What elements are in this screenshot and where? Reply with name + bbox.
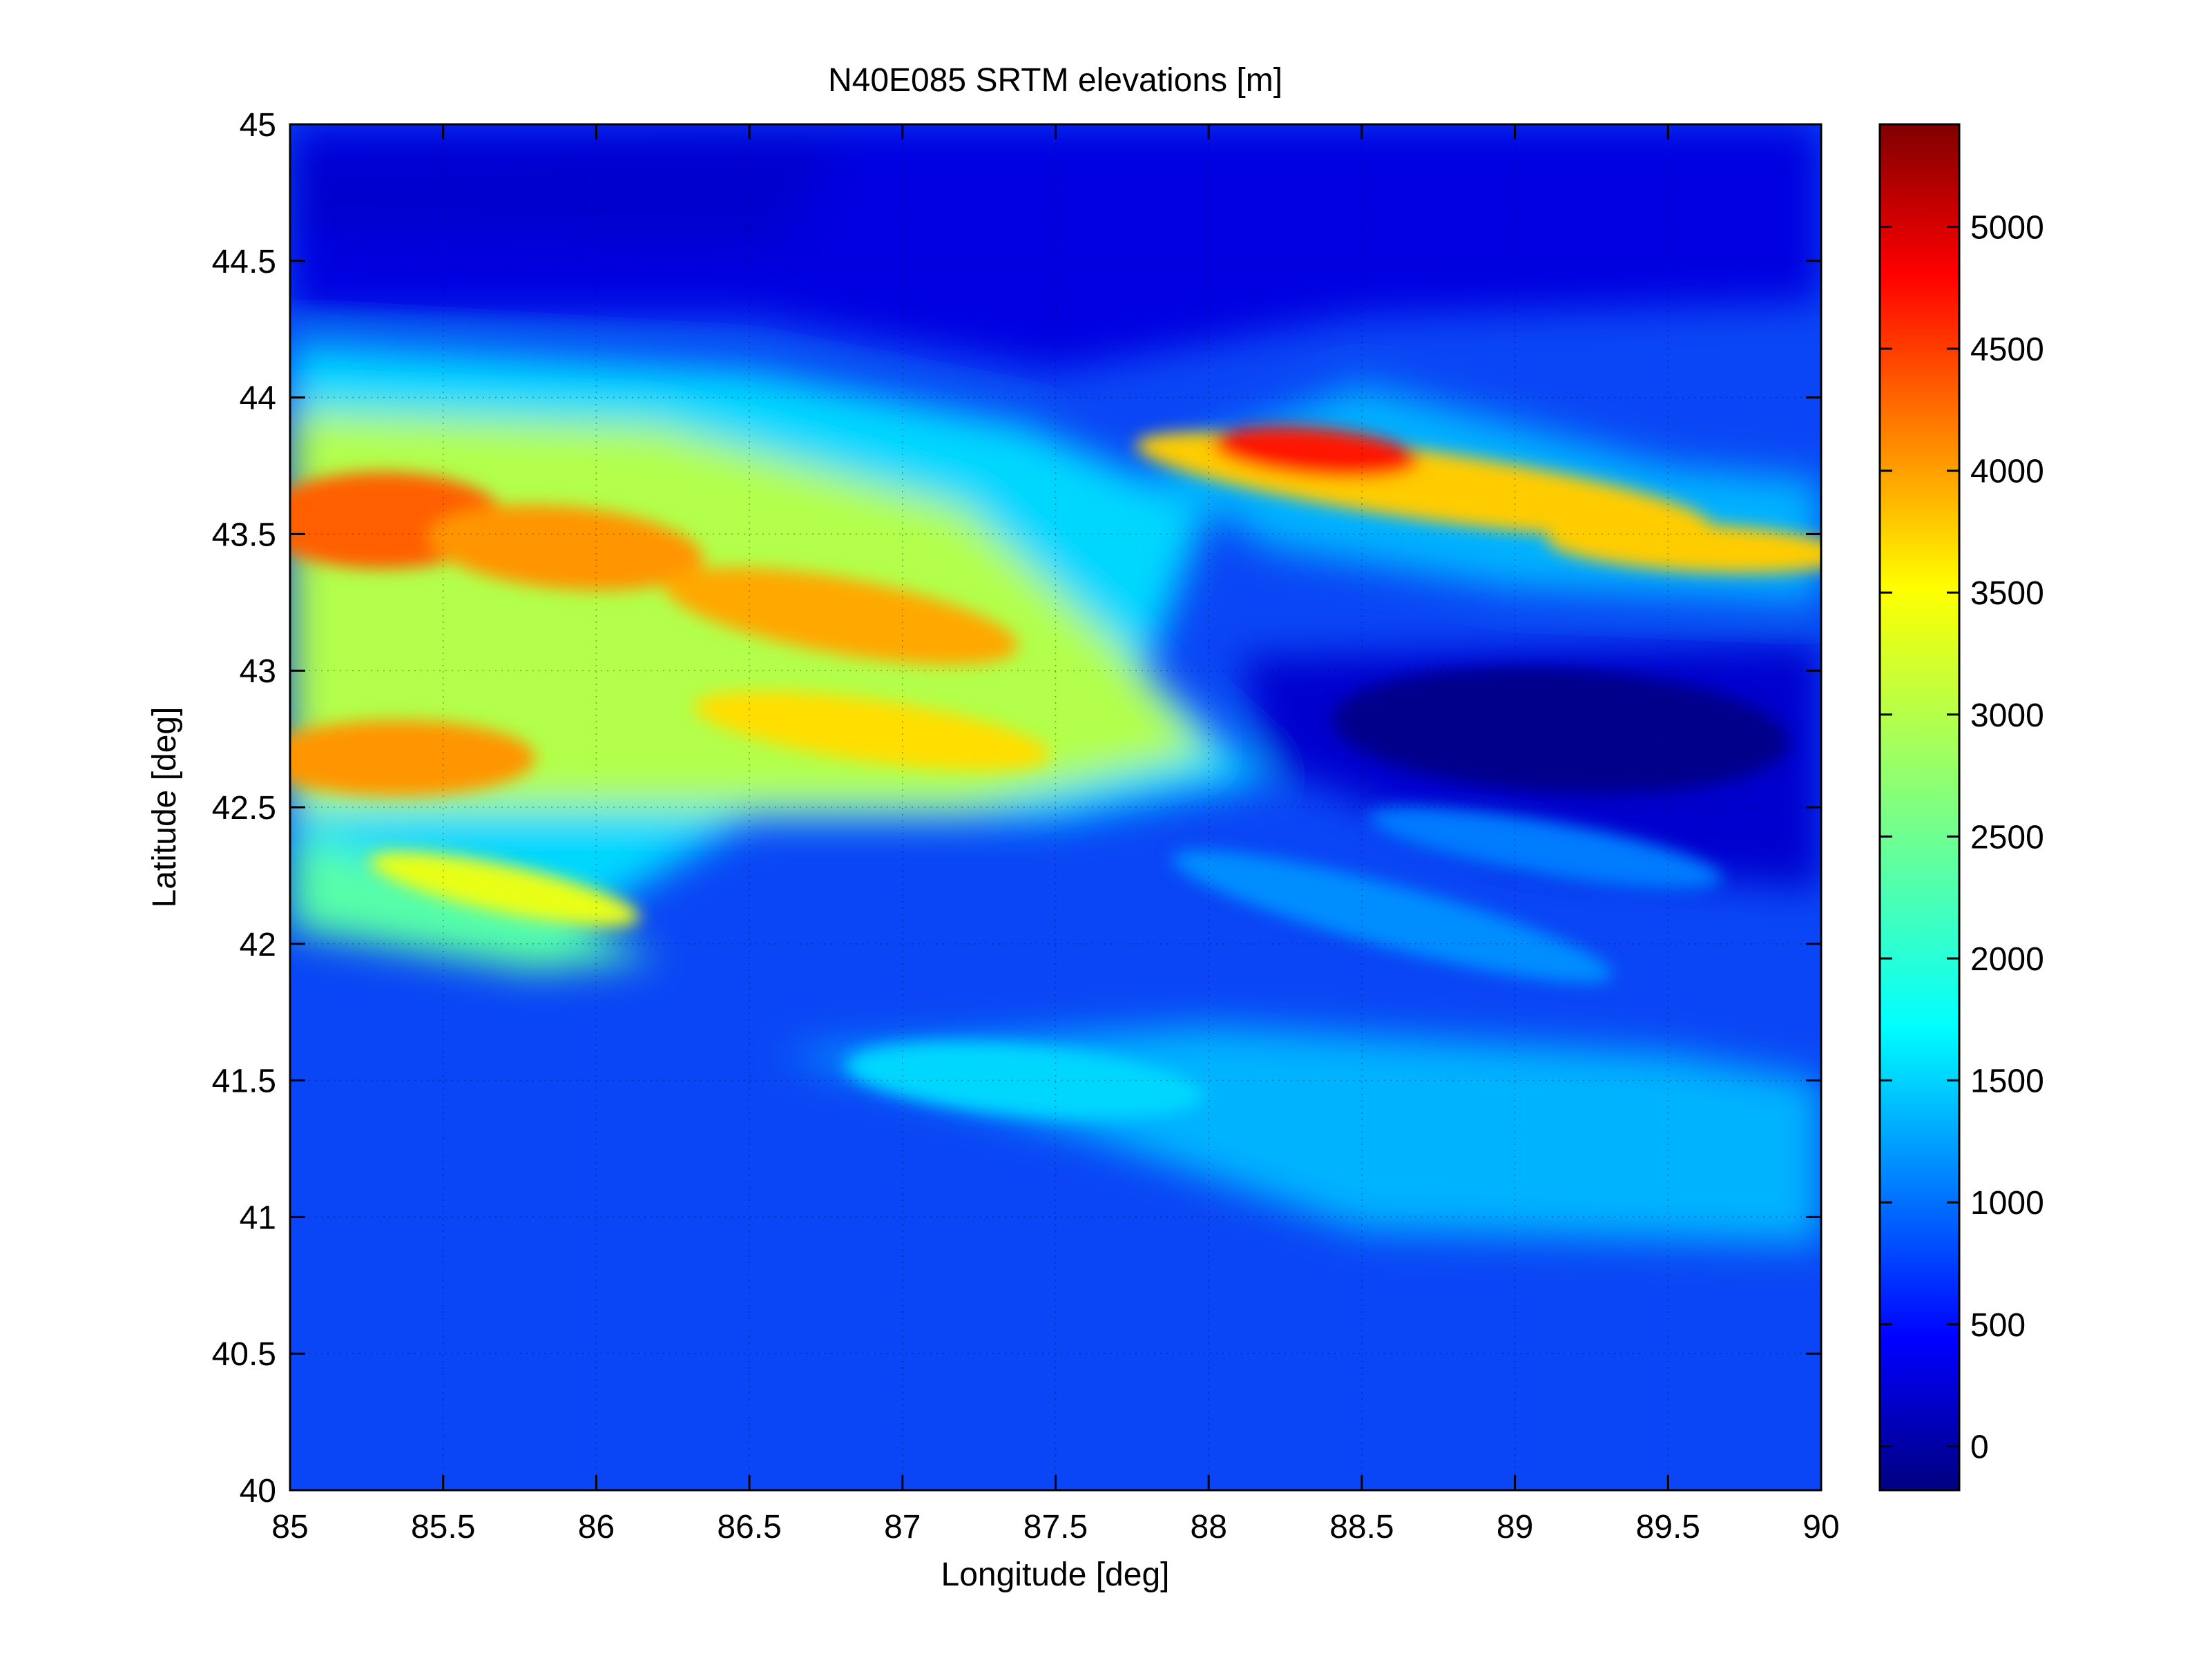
colorbar-tick-label: 1500: [1970, 1063, 2044, 1100]
y-tick-label: 40: [240, 1473, 276, 1510]
colorbar-tick-label: 500: [1970, 1307, 2026, 1344]
x-tick-label: 90: [1802, 1509, 1839, 1545]
y-tick-label: 40.5: [212, 1336, 276, 1373]
colorbar-tick-label: 5000: [1970, 209, 2044, 246]
x-axis-ticks: 85 85.5 86 86.5 87 87.5 88 88.5 89 89.5 90: [271, 124, 1840, 1545]
south-ridge: [846, 1042, 1204, 1119]
elevation-map: [290, 124, 1821, 1244]
ridge-c: [664, 567, 1019, 665]
bogda-peak: [1212, 426, 1419, 478]
y-tick-label: 43: [240, 653, 276, 690]
chart-title: N40E085 SRTM elevations [m]: [828, 62, 1282, 99]
y-tick-label: 42: [240, 927, 276, 963]
ridge-e: [693, 691, 1050, 771]
y-tick-label: 42.5: [212, 790, 276, 827]
y-axis-ticks: 40 40.5 41 41.5 42 42.5 43 43.5 44 44.5 45: [212, 107, 1821, 1510]
colorbar-tick-label: 4000: [1970, 454, 2044, 490]
x-tick-label: 87: [884, 1509, 921, 1545]
x-tick-label: 88: [1191, 1509, 1227, 1545]
x-tick-label: 86.5: [717, 1509, 781, 1545]
y-tick-label: 43.5: [212, 517, 276, 553]
colorbar-tick-label: 2500: [1970, 819, 2044, 856]
x-axis-label: Longitude [deg]: [941, 1556, 1170, 1593]
colorbar-ticks: 0 500 1000 1500 2000 2500 3000 3500 4000 4500 5000: [1880, 209, 2044, 1465]
ridge-b: [427, 504, 704, 591]
y-axis-label: Latitude [deg]: [146, 707, 183, 908]
y-tick-label: 44: [240, 380, 276, 417]
y-tick-label: 41.5: [212, 1063, 276, 1100]
ridge-f: [369, 851, 640, 927]
ridge-d: [290, 720, 536, 796]
colorbar-tick-label: 4500: [1970, 331, 2044, 368]
colorbar-tick-label: 3000: [1970, 697, 2044, 734]
colorbar-tick-label: 0: [1970, 1429, 1989, 1465]
terrain-detail: [290, 426, 1821, 1119]
colorbar-tick-label: 2000: [1970, 941, 2044, 978]
colorbar-tick-label: 3500: [1970, 575, 2044, 612]
x-tick-label: 89.5: [1636, 1509, 1700, 1545]
y-tick-label: 44.5: [212, 244, 276, 280]
x-tick-label: 89: [1497, 1509, 1533, 1545]
central-ridge: [1172, 850, 1613, 983]
x-tick-label: 85.5: [411, 1509, 475, 1545]
x-tick-label: 86: [578, 1509, 615, 1545]
grid-lines: [290, 124, 1821, 1490]
x-tick-label: 85: [271, 1509, 308, 1545]
colorbar-tick-label: 1000: [1970, 1185, 2044, 1222]
colorbar: [1878, 123, 1961, 1492]
north-basin-deep: [290, 137, 842, 248]
turpan-depression: [1333, 667, 1789, 794]
y-tick-label: 41: [240, 1199, 276, 1236]
y-tick-label: 45: [240, 107, 276, 144]
x-tick-label: 87.5: [1023, 1509, 1088, 1545]
x-tick-label: 88.5: [1329, 1509, 1394, 1545]
central-ridge-2: [1368, 807, 1723, 890]
bogda-east: [1546, 522, 1821, 573]
